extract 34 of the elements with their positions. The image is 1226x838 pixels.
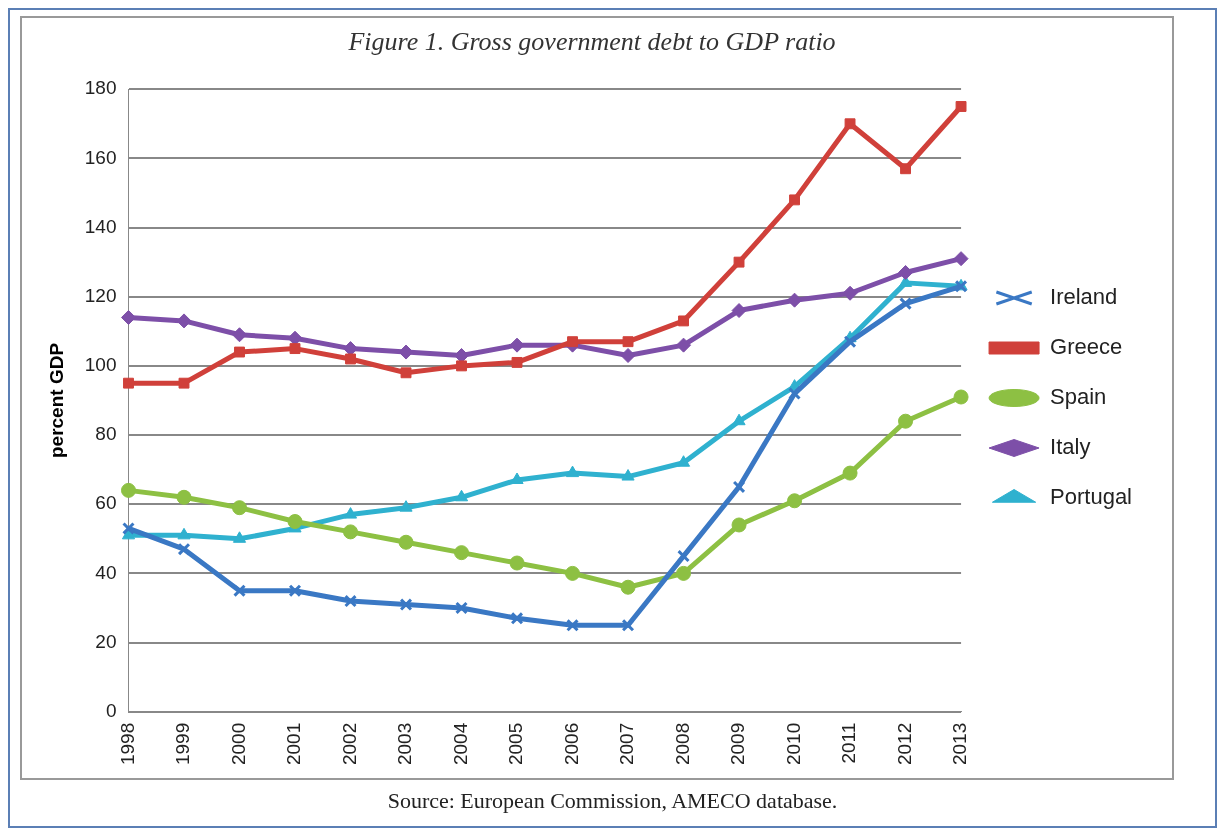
x-tick-label: 2011 bbox=[838, 722, 860, 764]
chart-title: Figure 1. Gross government debt to GDP ratio bbox=[347, 27, 836, 57]
legend-label: Portugal bbox=[1050, 484, 1133, 510]
y-tick-label: 180 bbox=[84, 77, 117, 99]
y-tick-label: 140 bbox=[84, 215, 117, 237]
x-tick-label: 2007 bbox=[616, 722, 638, 766]
y-tick-label: 20 bbox=[95, 630, 117, 652]
x-tick-label: 1998 bbox=[116, 722, 138, 766]
x-tick-label: 2009 bbox=[727, 722, 749, 766]
x-tick-label: 2003 bbox=[394, 722, 416, 766]
y-tick-label: 160 bbox=[84, 146, 117, 168]
y-tick-label: 60 bbox=[95, 492, 117, 514]
legend-label: Spain bbox=[1050, 384, 1107, 410]
x-tick-label: 2013 bbox=[949, 722, 971, 766]
y-tick-label: 100 bbox=[84, 354, 117, 376]
legend-label: Greece bbox=[1050, 334, 1123, 360]
x-tick-label: 2005 bbox=[505, 722, 527, 766]
x-tick-label: 2006 bbox=[560, 722, 582, 766]
legend-label: Ireland bbox=[1050, 284, 1118, 310]
x-tick-label: 2000 bbox=[227, 722, 249, 766]
x-tick-label: 2002 bbox=[338, 722, 360, 766]
x-tick-label: 1999 bbox=[172, 722, 194, 766]
y-tick-label: 120 bbox=[84, 284, 117, 306]
x-tick-label: 2012 bbox=[893, 722, 915, 766]
source-note: Source: European Commission, AMECO database. bbox=[386, 787, 839, 815]
x-tick-label: 2004 bbox=[449, 722, 471, 766]
y-tick-label: 80 bbox=[95, 423, 117, 445]
y-axis-title: percent GDP bbox=[45, 342, 67, 459]
x-tick-label: 2001 bbox=[283, 722, 305, 766]
y-tick-label: 40 bbox=[95, 561, 117, 583]
y-tick-label: 0 bbox=[105, 699, 117, 721]
x-tick-label: 2008 bbox=[671, 722, 693, 766]
legend-label: Italy bbox=[1050, 434, 1091, 460]
x-tick-label: 2010 bbox=[782, 722, 804, 766]
